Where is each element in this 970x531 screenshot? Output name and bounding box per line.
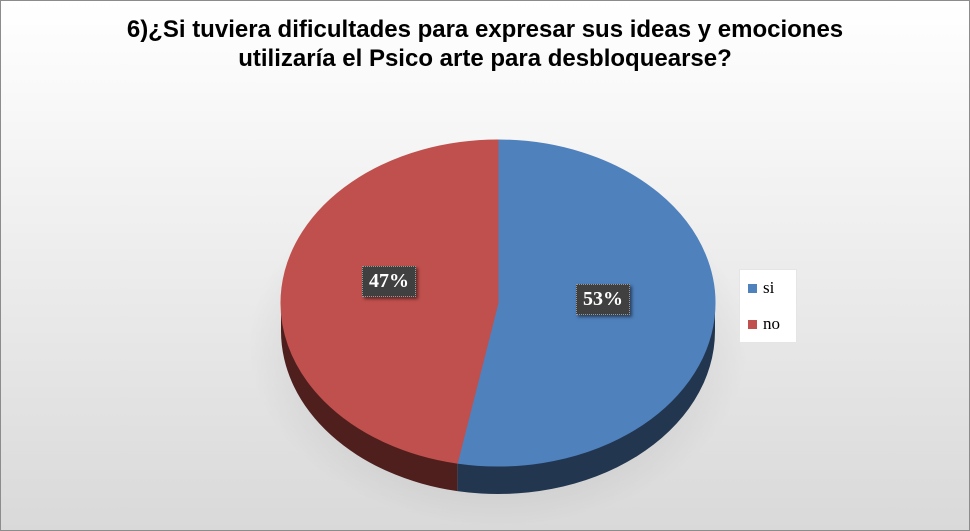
legend-label-no: no — [763, 314, 780, 333]
chart-title-line-2: utilizaría el Psico arte para desbloquea… — [238, 45, 732, 72]
legend-label-si: si — [763, 278, 775, 297]
pie-side-no — [281, 303, 458, 492]
legend-item-no[interactable]: no — [748, 314, 780, 334]
pie-side-si — [457, 303, 715, 494]
chart-title-line-1: 6)¿Si tuviera dificultades para expresar… — [126, 16, 844, 43]
legend-swatch-si — [748, 283, 757, 293]
pie-slice-no[interactable] — [280, 139, 499, 464]
legend-swatch-no — [748, 319, 757, 329]
legend-item-si[interactable]: si — [748, 278, 774, 298]
legend: si no — [739, 269, 797, 343]
data-label-no: 47% — [362, 266, 416, 297]
chart-title: 6)¿Si tuviera dificultades para expresar… — [1, 15, 969, 73]
data-label-si: 53% — [576, 284, 630, 315]
